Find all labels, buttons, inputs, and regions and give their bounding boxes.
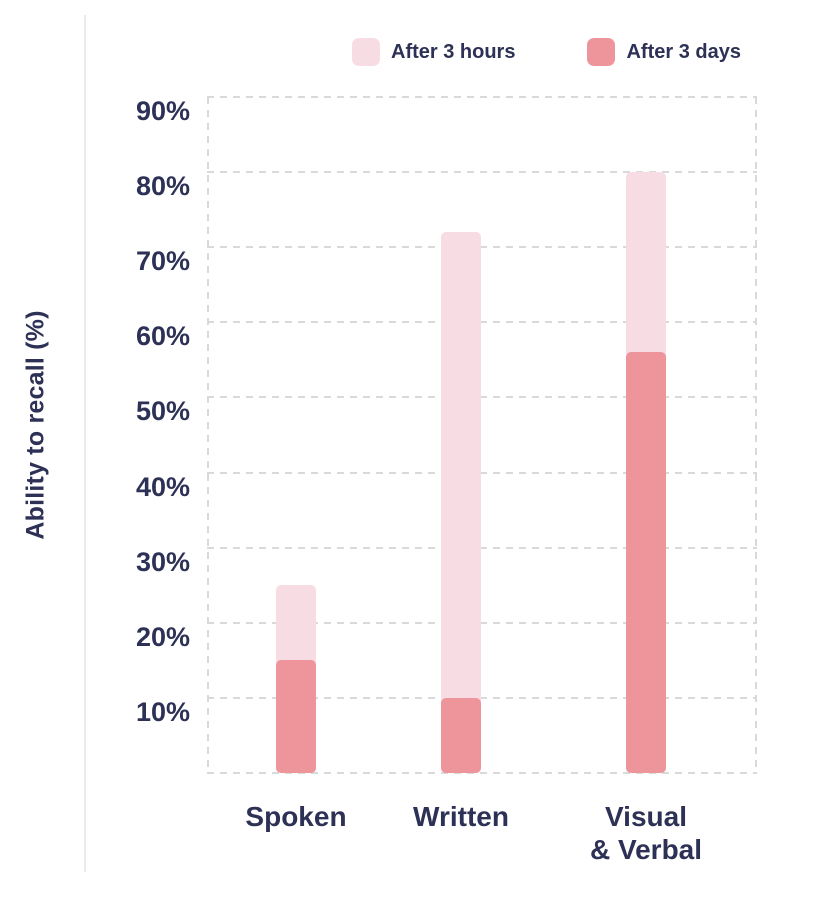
legend: After 3 hours After 3 days [352, 38, 741, 66]
y-tick-label-70: 70% [135, 246, 190, 277]
y-tick-label-10: 10% [135, 696, 190, 727]
plot-area [207, 96, 757, 774]
legend-swatch-after-3-days [587, 38, 616, 66]
left-border-rule [84, 15, 86, 872]
legend-label-after-3-hours: After 3 hours [391, 40, 516, 63]
gridline-90-percent [207, 96, 757, 98]
y-tick-label-20: 20% [135, 621, 190, 652]
bar-spoken-after-3-days [276, 660, 316, 773]
x-category-label-spoken: Spoken [245, 801, 347, 832]
y-tick-label-40: 40% [135, 471, 190, 502]
x-category-label-visual-verbal: Visual & Verbal [589, 801, 703, 865]
bar-visual-verbal-after-3-days [626, 352, 666, 773]
y-tick-label-80: 80% [135, 171, 190, 202]
bar-written-after-3-days [441, 697, 481, 773]
gridline-60-percent [207, 321, 757, 324]
y-tick-label-90: 90% [135, 96, 190, 126]
gridline-30-percent [207, 546, 757, 549]
y-tick-label-50: 50% [135, 396, 190, 427]
bar-written-after-3-hours [441, 232, 481, 773]
legend-swatch-after-3-hours [352, 38, 380, 66]
gridline-80-percent [207, 171, 757, 174]
gridline-0-percent [207, 772, 757, 774]
y-tick-label-60: 60% [135, 321, 190, 352]
gridline-40-percent [207, 471, 757, 474]
x-category-label-written: Written [413, 801, 509, 832]
plot-left-border [207, 97, 209, 773]
plot-right-border [755, 97, 757, 773]
gridline-10-percent [207, 696, 757, 699]
legend-item-after-3-hours: After 3 hours [352, 38, 515, 66]
legend-label-after-3-days: After 3 days [626, 40, 741, 63]
y-axis-title: Ability to recall (%) [21, 310, 50, 540]
gridline-50-percent [207, 396, 757, 399]
y-tick-label-30: 30% [135, 546, 190, 577]
gridline-70-percent [207, 246, 757, 249]
legend-item-after-3-days: After 3 days [587, 38, 741, 66]
gridline-20-percent [207, 621, 757, 624]
